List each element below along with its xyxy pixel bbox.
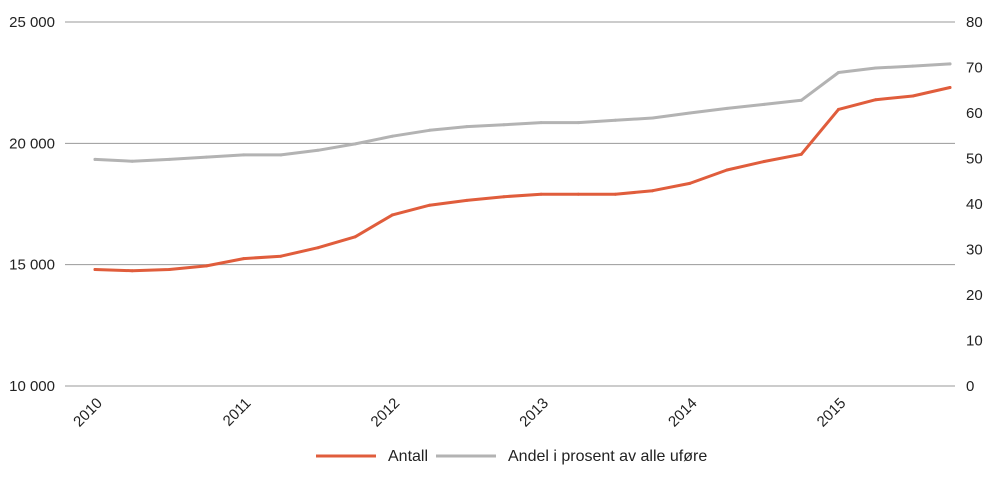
data-point-andel [651, 116, 655, 120]
data-point-andel [874, 66, 878, 70]
data-point-andel [465, 125, 469, 129]
legend-label-andel: Andel i prosent av alle uføre [508, 448, 707, 465]
right-tick-label: 30 [966, 242, 983, 259]
x-tick-label: 2011 [220, 395, 255, 430]
right-tick-label: 50 [966, 151, 983, 168]
data-point-antall [725, 168, 729, 172]
data-point-andel [762, 102, 766, 106]
series-line-andel [93, 62, 952, 163]
left-tick-label: 25 000 [9, 14, 55, 31]
data-point-antall [428, 203, 432, 207]
data-point-antall [799, 152, 803, 156]
data-point-andel [539, 121, 543, 125]
x-tick-label: 2010 [70, 395, 106, 431]
data-point-antall [279, 254, 283, 258]
right-tick-label: 10 [966, 333, 983, 350]
data-point-andel [316, 148, 320, 152]
data-point-antall [762, 160, 766, 163]
left-tick-label: 15 000 [9, 257, 55, 274]
data-point-antall [874, 98, 878, 102]
data-point-antall [688, 181, 692, 185]
data-point-antall [911, 94, 915, 98]
data-point-antall [205, 264, 208, 268]
data-point-antall [539, 192, 543, 196]
right-tick-label: 80 [966, 14, 983, 31]
x-tick-label: 2014 [665, 395, 701, 431]
right-tick-label: 40 [966, 196, 983, 213]
x-axis: 2010 2011 2012 2013 2014 2015 [70, 395, 849, 431]
data-point-andel [130, 159, 134, 163]
data-point-andel [279, 153, 283, 157]
data-point-antall [837, 107, 840, 111]
gridlines [65, 21, 955, 387]
data-point-antall [948, 86, 952, 89]
data-point-antall [242, 257, 246, 261]
data-point-andel [725, 106, 729, 110]
data-point-antall [93, 268, 97, 271]
data-point-antall [651, 189, 655, 193]
data-point-andel [167, 157, 171, 161]
right-tick-label: 20 [966, 287, 983, 304]
data-point-andel [353, 142, 357, 146]
x-tick-label: 2015 [814, 395, 850, 431]
legend: Antall Andel i prosent av alle uføre [316, 448, 707, 465]
left-tick-label: 10 000 [9, 378, 55, 395]
left-y-axis: 10 000 15 000 20 000 25 000 [9, 14, 55, 395]
right-tick-label: 0 [966, 378, 974, 395]
data-point-andel [948, 62, 952, 66]
x-tick-label: 2012 [368, 395, 404, 431]
data-point-antall [167, 268, 171, 271]
data-point-antall [465, 198, 469, 202]
data-point-andel [502, 123, 506, 127]
right-y-axis: 0 10 20 30 40 50 60 70 80 [966, 14, 983, 395]
series-line-antall [93, 86, 952, 273]
data-point-andel [688, 111, 692, 115]
data-point-andel [428, 128, 432, 132]
x-tick-label: 2013 [516, 395, 552, 431]
legend-label-antall: Antall [388, 448, 428, 465]
data-point-antall [390, 213, 394, 217]
data-point-andel [799, 98, 803, 102]
data-point-antall [316, 246, 320, 250]
data-point-andel [911, 64, 915, 68]
data-point-antall [613, 192, 617, 196]
data-point-andel [93, 157, 97, 161]
data-point-antall [353, 235, 357, 239]
data-point-andel [576, 121, 580, 125]
data-point-andel [242, 153, 246, 157]
right-tick-label: 60 [966, 105, 983, 122]
data-point-antall [502, 195, 506, 199]
right-tick-label: 70 [966, 60, 983, 77]
series-lines [93, 62, 952, 273]
data-point-antall [130, 269, 134, 273]
data-point-antall [576, 192, 580, 196]
data-point-andel [390, 134, 394, 138]
data-point-andel [837, 71, 840, 74]
left-tick-label: 20 000 [9, 135, 55, 152]
data-point-andel [613, 118, 617, 122]
data-point-andel [205, 155, 208, 159]
